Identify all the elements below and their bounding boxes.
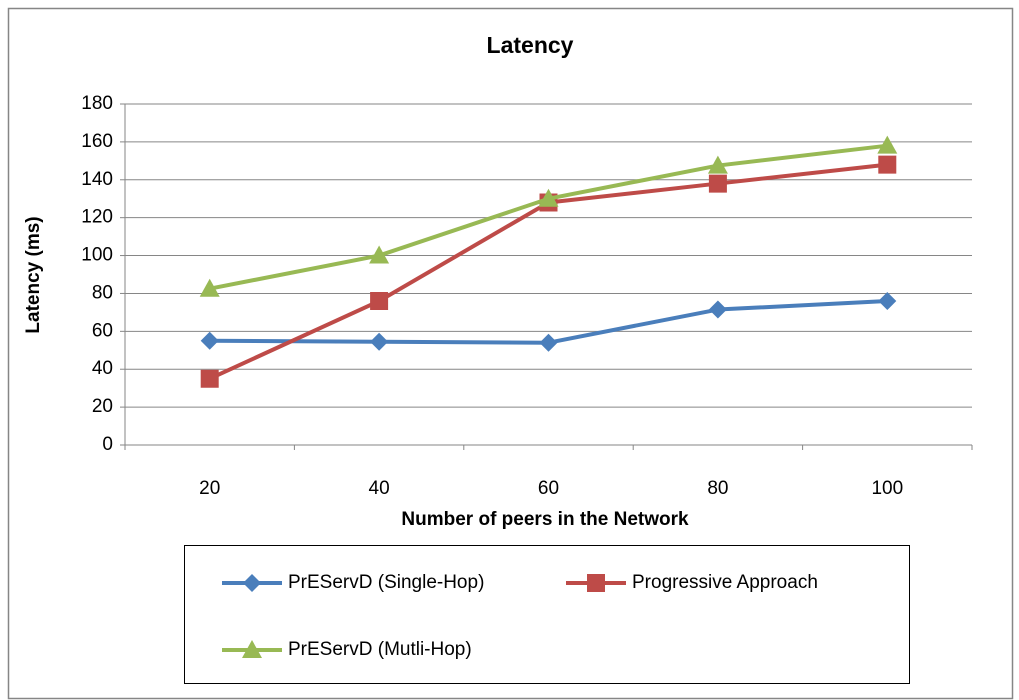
y-tick-label: 120: [81, 207, 113, 228]
legend-label: PrEServD (Single-Hop): [288, 572, 484, 593]
data-point: [708, 174, 727, 193]
y-axis-label: Latency (ms): [23, 216, 44, 333]
legend-label: PrEServD (Mutli-Hop): [288, 639, 472, 660]
legend-marker: [587, 574, 605, 592]
data-point: [370, 292, 389, 311]
data-point: [200, 331, 219, 350]
y-tick-label: 160: [81, 131, 113, 152]
y-tick-label: 80: [92, 282, 113, 303]
x-tick-label: 80: [707, 478, 728, 499]
y-tick-label: 180: [81, 93, 113, 114]
data-point: [708, 300, 727, 319]
legend-marker: [243, 574, 261, 592]
data-point: [369, 245, 390, 264]
data-point: [878, 292, 897, 311]
data-point: [370, 332, 389, 351]
y-tick-label: 140: [81, 169, 113, 190]
legend-box: [184, 545, 910, 684]
legend-label: Progressive Approach: [632, 572, 818, 593]
x-axis-label: Number of peers in the Network: [401, 509, 689, 530]
data-point: [199, 278, 220, 297]
data-point: [538, 188, 559, 207]
data-point: [878, 155, 897, 174]
y-tick-label: 40: [92, 358, 113, 379]
x-tick-label: 20: [199, 478, 220, 499]
x-tick-label: 40: [369, 478, 390, 499]
legend-marker: [242, 640, 262, 658]
data-point: [200, 369, 219, 388]
x-tick-label: 60: [538, 478, 559, 499]
y-tick-label: 60: [92, 320, 113, 341]
x-tick-label: 100: [871, 478, 903, 499]
y-tick-label: 20: [92, 396, 113, 417]
data-point: [877, 135, 898, 154]
data-point: [707, 155, 728, 174]
y-tick-label: 100: [81, 245, 113, 266]
chart-title: Latency: [487, 32, 574, 58]
y-tick-label: 0: [102, 434, 113, 455]
data-point: [539, 333, 558, 352]
